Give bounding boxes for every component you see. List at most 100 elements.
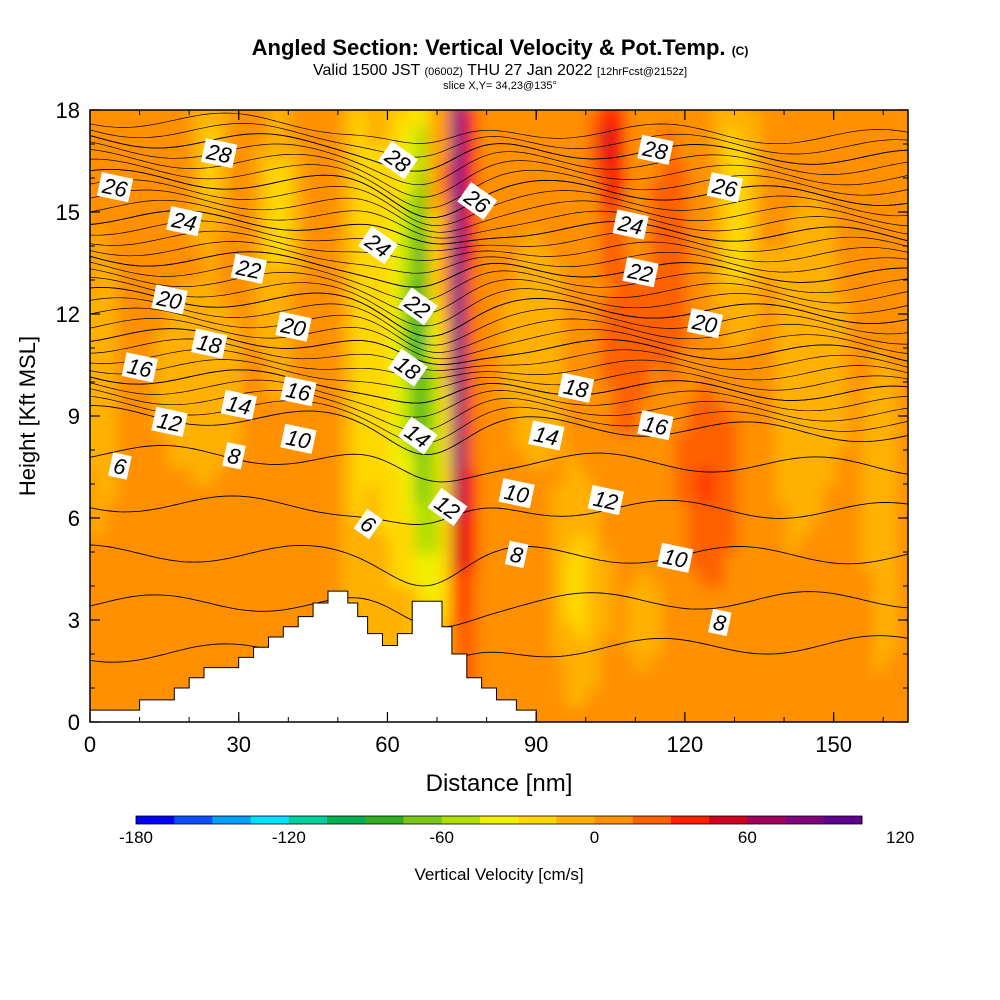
- colorbar-label: Vertical Velocity [cm/s]: [414, 865, 583, 884]
- colorbar: -180 -120 -60 0 60 120: [119, 815, 914, 847]
- y-tick-label: 3: [68, 608, 80, 633]
- svg-text:20: 20: [689, 309, 720, 339]
- colorbar-swatch: [709, 816, 748, 824]
- svg-text:28: 28: [640, 135, 671, 165]
- contour-label: 24: [612, 209, 649, 240]
- theta-contour: [90, 287, 908, 337]
- svg-text:14: 14: [224, 391, 253, 421]
- y-tick-label: 18: [56, 98, 80, 123]
- theta-contour: [90, 230, 908, 263]
- velocity-field: [90, 110, 908, 722]
- contour-label: 16: [121, 352, 158, 383]
- theta-contour: [90, 268, 908, 315]
- contour-label: 16: [280, 376, 317, 407]
- x-tick-label: 90: [524, 732, 548, 757]
- colorbar-tick-label: 0: [590, 828, 599, 847]
- svg-text:22: 22: [233, 254, 263, 284]
- contour-label: 8: [222, 442, 246, 470]
- x-tick-label: 120: [667, 732, 704, 757]
- theta-contour: [90, 133, 908, 172]
- contour-label: 14: [220, 389, 258, 421]
- contour-label: 6: [108, 452, 132, 480]
- colorbar-tick-label: -60: [429, 828, 454, 847]
- svg-text:18: 18: [195, 329, 225, 359]
- colorbar-swatch: [403, 816, 443, 824]
- slice-info: slice X,Y= 34,23@135°: [443, 80, 557, 92]
- colorbar-swatch: [136, 816, 175, 824]
- contour-label: 20: [275, 311, 312, 342]
- theta-contour: [90, 123, 908, 158]
- svg-text:16: 16: [125, 353, 155, 383]
- colorbar-swatch: [594, 816, 634, 824]
- svg-text:16: 16: [641, 411, 671, 441]
- theta-contour: [90, 220, 908, 252]
- colorbar-swatch: [518, 816, 557, 824]
- theta-contour: [90, 338, 908, 371]
- valid-time: Valid 1500 JST (0600Z) THU 27 Jan 2022 […: [312, 62, 688, 79]
- colorbar-tick-label: -120: [272, 828, 306, 847]
- theta-contour: [90, 158, 908, 209]
- theta-contour: [90, 261, 908, 302]
- x-axis: 0 30 60 90 120 150: [84, 110, 884, 757]
- svg-text:20: 20: [278, 312, 309, 342]
- colorbar-tick-label: 60: [738, 828, 757, 847]
- colorbar-swatch: [556, 816, 596, 824]
- theta-contour: [90, 276, 908, 327]
- contour-label: 20: [686, 308, 724, 339]
- theta-contour: [90, 591, 908, 628]
- colorbar-swatch: [670, 816, 710, 824]
- contour-label: 24: [166, 206, 203, 236]
- contour-label: 8: [708, 608, 732, 637]
- contour-label: 18: [557, 372, 595, 403]
- contour-label: 22: [230, 253, 267, 284]
- svg-text:10: 10: [661, 544, 691, 574]
- colorbar-swatch: [785, 816, 825, 824]
- contour-label: 12: [151, 406, 188, 438]
- contour-label: 18: [191, 328, 228, 359]
- x-axis-label: Distance [nm]: [426, 770, 573, 797]
- colorbar-swatch: [747, 816, 787, 824]
- colorbar-swatch: [632, 816, 672, 824]
- svg-text:26: 26: [709, 173, 740, 203]
- theta-contour: [90, 359, 908, 391]
- theta-contour: [90, 251, 908, 288]
- terrain: [90, 590, 537, 722]
- x-tick-label: 0: [84, 732, 96, 757]
- contour-label: 28: [637, 134, 674, 165]
- colorbar-swatch: [365, 816, 404, 824]
- svg-text:14: 14: [532, 421, 561, 451]
- contour-label: 26: [96, 172, 134, 203]
- contour-label: 14: [397, 416, 438, 455]
- svg-text:26: 26: [99, 173, 130, 203]
- colorbar-swatch: [174, 816, 213, 824]
- contour-label: 8: [504, 540, 529, 569]
- theta-contour: [90, 348, 908, 381]
- svg-text:24: 24: [615, 210, 645, 240]
- colorbar-swatch: [250, 816, 290, 824]
- theta-contour: [90, 297, 908, 346]
- y-tick-label: 15: [56, 200, 80, 225]
- svg-text:10: 10: [502, 479, 532, 509]
- theta-contour: [90, 495, 908, 525]
- theta-contour: [90, 112, 908, 145]
- theta-contour: [90, 169, 908, 218]
- y-axis: 0 3 6 9 12 15 18: [56, 98, 908, 735]
- x-tick-label: 30: [226, 732, 250, 757]
- chart-titles: Angled Section: Vertical Velocity & Pot.…: [0, 35, 1000, 93]
- contour-label: 28: [200, 138, 238, 169]
- title-tag: (C): [731, 44, 749, 58]
- colorbar-swatch: [441, 816, 481, 824]
- theta-contour: [90, 405, 908, 456]
- y-axis-label: Height [Kft MSL]: [15, 336, 40, 496]
- svg-text:12: 12: [155, 408, 184, 438]
- theta-contour: [90, 189, 908, 233]
- svg-text:28: 28: [203, 139, 234, 169]
- x-tick-label: 150: [815, 732, 852, 757]
- svg-text:10: 10: [284, 425, 314, 455]
- theta-contour: [90, 544, 908, 587]
- contour-label: 10: [498, 478, 535, 509]
- chart-title: Angled Section: Vertical Velocity & Pot.…: [251, 35, 749, 60]
- contour-label: 10: [280, 423, 317, 455]
- contour-label: 16: [637, 410, 674, 441]
